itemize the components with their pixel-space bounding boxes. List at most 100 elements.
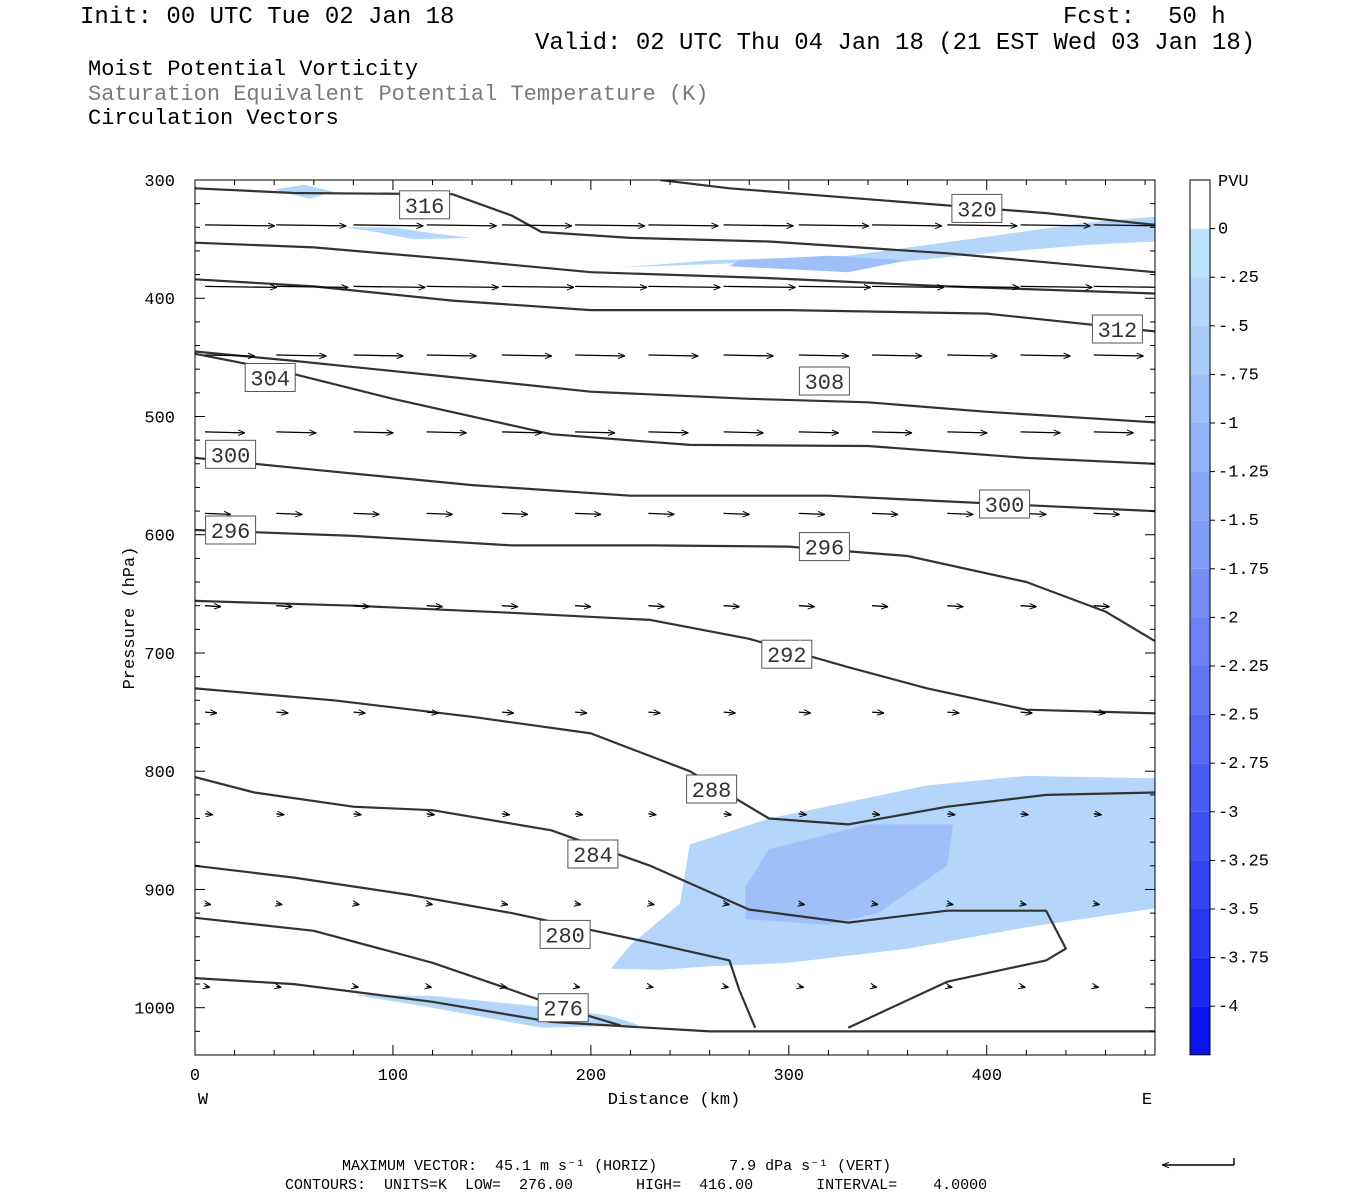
y-tick-label-700: 700 <box>144 646 175 665</box>
vector-9-6 <box>648 986 653 987</box>
y-tick-label-1000: 1000 <box>134 1001 175 1020</box>
vector-0-11 <box>1020 225 1091 226</box>
vector-6-6 <box>648 712 660 713</box>
vector-0-1 <box>276 225 346 226</box>
pv-region-3 <box>729 255 908 273</box>
theta-contour-unlabeled-3 <box>195 241 1155 295</box>
vector-6-10 <box>947 712 959 713</box>
vector-5-10 <box>947 606 963 607</box>
contour-label-text: 308 <box>805 371 845 396</box>
vector-2-10 <box>947 355 997 356</box>
contour-label-box <box>798 366 850 396</box>
colorbar-segment-16 <box>1190 957 1210 1007</box>
vector-6-8 <box>798 712 811 713</box>
vector-4-12 <box>1093 513 1120 514</box>
vector-5-12 <box>1093 606 1110 607</box>
contour-label-text: 292 <box>767 644 807 669</box>
vector-9-12 <box>1094 986 1099 987</box>
colorbar-label: -2 <box>1218 609 1238 628</box>
vector-4-10 <box>947 513 973 514</box>
pv-region-2 <box>620 216 1155 268</box>
vector-6-1 <box>276 712 288 713</box>
contour-info: CONTOURS: UNITS=K LOW= 276.00 HIGH= 416.… <box>285 1177 988 1194</box>
vector-9-1 <box>276 986 281 987</box>
vector-6-4 <box>501 712 514 713</box>
contour-label-316-0: 316 <box>399 190 451 220</box>
vector-1-8 <box>798 286 871 287</box>
vector-7-10 <box>947 814 955 815</box>
vector-1-2 <box>353 286 426 287</box>
vector-0-5 <box>575 225 645 226</box>
vector-1-10 <box>947 286 1019 287</box>
vector-4-1 <box>276 513 302 514</box>
vector-3-4 <box>501 432 542 433</box>
vector-4-2 <box>353 513 380 514</box>
vector-1-6 <box>648 286 720 287</box>
reference-vector <box>1162 1158 1235 1165</box>
contour-label-box <box>205 439 257 469</box>
contour-label-text: 316 <box>405 195 445 220</box>
contour-label-box <box>979 489 1031 519</box>
contour-label-text: 276 <box>543 998 583 1023</box>
field-title-vectors: Circulation Vectors <box>88 106 339 131</box>
vector-8-8 <box>799 904 805 905</box>
theta-contour-unlabeled-15 <box>195 977 1155 1033</box>
max-vector-info: MAXIMUM VECTOR: 45.1 m s⁻¹ (HORIZ) 7.9 d… <box>342 1158 892 1175</box>
contour-label-text: 312 <box>1098 319 1138 344</box>
vector-3-5 <box>575 432 615 433</box>
vector-8-1 <box>276 904 282 905</box>
contour-label-text: 304 <box>250 368 290 393</box>
vector-7-6 <box>648 814 656 815</box>
colorbar-label: -1 <box>1218 415 1238 434</box>
x-end-west: W <box>198 1091 209 1110</box>
vector-1-12 <box>1093 285 1155 288</box>
vector-3-2 <box>353 432 394 433</box>
contour-label-text: 296 <box>805 537 845 562</box>
colorbar-label: -3.5 <box>1218 901 1259 920</box>
vector-9-11 <box>1021 986 1026 987</box>
vector-4-5 <box>575 513 601 514</box>
colorbar-label: -.25 <box>1218 269 1259 288</box>
circulation-vectors <box>204 225 1155 988</box>
contour-label-284-12: 284 <box>567 839 619 869</box>
vector-3-1 <box>276 432 316 433</box>
vector-5-0 <box>204 606 221 607</box>
colorbar: 0 -.25 -.5 -.75 -1 -1.25 -1.5 -1.75 -2 -2.25 -2.5 -… <box>1189 179 1269 1056</box>
colorbar-label: -1.25 <box>1218 464 1269 483</box>
pv-region-5 <box>343 227 473 240</box>
forecast-label: Fcst: <box>1063 4 1136 31</box>
contour-label-text: 300 <box>211 444 251 469</box>
y-tick-label-600: 600 <box>144 528 175 547</box>
vector-8-6 <box>648 904 654 905</box>
vector-6-11 <box>1020 712 1033 713</box>
vector-5-9 <box>872 606 888 607</box>
contour-label-box <box>951 193 1003 223</box>
contour-label-text: 280 <box>545 924 585 949</box>
vector-5-1 <box>276 606 292 607</box>
theta-contour-296-8 <box>195 528 1155 643</box>
vector-8-2 <box>354 904 360 905</box>
vector-8-7 <box>724 904 730 905</box>
vector-0-2 <box>353 225 424 226</box>
vector-2-7 <box>723 355 774 356</box>
forecast-hour: 50 h <box>1168 4 1226 31</box>
vector-7-11 <box>1020 814 1029 815</box>
vector-1-11 <box>1020 286 1093 287</box>
vector-9-4 <box>502 986 507 987</box>
vector-3-11 <box>1020 432 1061 433</box>
vector-3-7 <box>723 432 764 433</box>
y-tick-label-500: 500 <box>144 409 175 428</box>
vector-7-9 <box>872 814 880 815</box>
vector-2-1 <box>276 355 326 356</box>
colorbar-label: 0 <box>1218 221 1228 240</box>
vector-3-12 <box>1093 432 1134 433</box>
y-tick-label-400: 400 <box>144 291 175 310</box>
pv-region-1 <box>745 824 954 925</box>
theta-contour-308-4 <box>195 350 1155 424</box>
x-end-east: E <box>1142 1091 1152 1110</box>
vector-9-5 <box>575 986 580 987</box>
vector-8-0 <box>205 904 211 905</box>
contour-label-box <box>1091 314 1143 344</box>
pv-shading <box>274 184 1155 1028</box>
vector-2-8 <box>798 355 849 356</box>
